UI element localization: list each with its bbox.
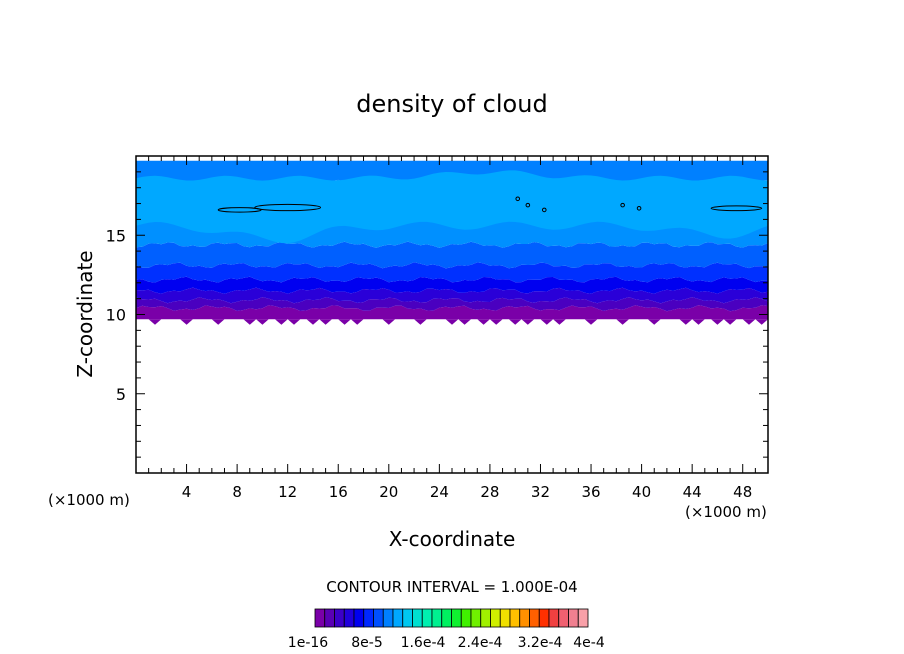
colorbar	[314, 608, 589, 628]
x-unit-label-right: (×1000 m)	[685, 503, 767, 521]
colorbar-labels: 1e-16 8e-5 1.6e-4 2.4e-4 3.2e-4 4e-4	[288, 635, 605, 651]
colorbar-swatch	[431, 608, 443, 628]
contour-line	[636, 206, 642, 211]
colorbar-swatch	[538, 608, 550, 628]
colorbar-swatch	[353, 608, 365, 628]
contour-line	[541, 207, 547, 213]
x-tick-label: 48	[733, 483, 752, 501]
light-cloud-region	[136, 170, 768, 244]
chart-title: density of cloud	[356, 90, 547, 118]
colorbar-swatch	[421, 608, 433, 628]
colorbar-swatch	[577, 608, 589, 628]
cloud-band	[136, 241, 768, 269]
colorbar-swatch	[460, 608, 472, 628]
contour-line	[710, 205, 763, 212]
contour-interval-text: CONTOUR INTERVAL = 1.000E-04	[326, 578, 577, 596]
x-tick-label: 36	[581, 483, 600, 501]
x-tick-label: 8	[232, 483, 242, 501]
plot-area	[135, 155, 769, 474]
colorbar-swatch	[373, 608, 384, 628]
x-tick-label: 12	[278, 483, 297, 501]
x-tick-label: 4	[182, 483, 192, 501]
cloud-base-edge	[136, 319, 768, 325]
x-tick-label: 32	[531, 483, 550, 501]
colorbar-swatch	[451, 608, 462, 628]
colorbar-swatch	[470, 608, 482, 628]
colorbar-label: 1.6e-4	[401, 635, 446, 651]
y-tick-label: 15	[106, 226, 126, 245]
colorbar-swatch	[480, 608, 491, 628]
cloud-band	[136, 305, 768, 320]
colorbar-swatch	[314, 608, 326, 628]
colorbar-swatch	[402, 608, 413, 628]
y-axis-label: Z-coordinate	[73, 250, 97, 377]
colorbar-swatch	[392, 608, 404, 628]
colorbar-label: 3.2e-4	[518, 635, 563, 651]
contour-lines	[217, 196, 763, 213]
cloud-band	[136, 287, 768, 304]
contour-line	[525, 202, 531, 208]
y-axis: 5 10 15	[106, 171, 768, 458]
y-tick-label: 5	[116, 385, 126, 404]
colorbar-swatch	[499, 608, 511, 628]
colorbar-swatch	[568, 608, 579, 628]
y-tick-label: 10	[106, 306, 126, 325]
x-tick-label: 16	[329, 483, 348, 501]
x-tick-label: 20	[379, 483, 398, 501]
x-tick-label: 40	[632, 483, 651, 501]
colorbar-swatch	[490, 608, 501, 628]
colorbar-label: 8e-5	[351, 635, 382, 651]
cloud-band	[136, 276, 768, 294]
contour-line	[254, 203, 322, 212]
contour-line	[515, 196, 521, 202]
x-tick-label: 44	[683, 483, 702, 501]
x-axis-label: X-coordinate	[389, 527, 516, 551]
colorbar-swatch	[363, 608, 374, 628]
cloud-band	[136, 262, 768, 283]
colorbar-label: 4e-4	[573, 635, 605, 651]
colorbar-swatch	[382, 608, 394, 628]
colorbar-swatch	[441, 608, 452, 628]
colorbar-swatch	[334, 608, 345, 628]
colorbar-swatch	[412, 608, 423, 628]
colorbar-swatch	[509, 608, 521, 628]
colorbar-swatch	[548, 608, 560, 628]
cloud-band	[136, 297, 768, 312]
colorbar-swatch	[343, 608, 355, 628]
x-unit-label-left: (×1000 m)	[48, 491, 130, 509]
x-axis: 4 8 12 16 20 24 28 32 36 40 44 48	[148, 156, 756, 501]
x-tick-label: 24	[430, 483, 449, 501]
x-tick-label: 28	[480, 483, 499, 501]
contour-line	[620, 202, 625, 208]
colorbar-swatch	[558, 608, 569, 628]
colorbar-swatch	[529, 608, 540, 628]
colorbar-label: 1e-16	[288, 635, 328, 651]
colorbar-label: 2.4e-4	[458, 635, 503, 651]
colorbar-swatch	[519, 608, 530, 628]
colorbar-swatch	[324, 608, 335, 628]
